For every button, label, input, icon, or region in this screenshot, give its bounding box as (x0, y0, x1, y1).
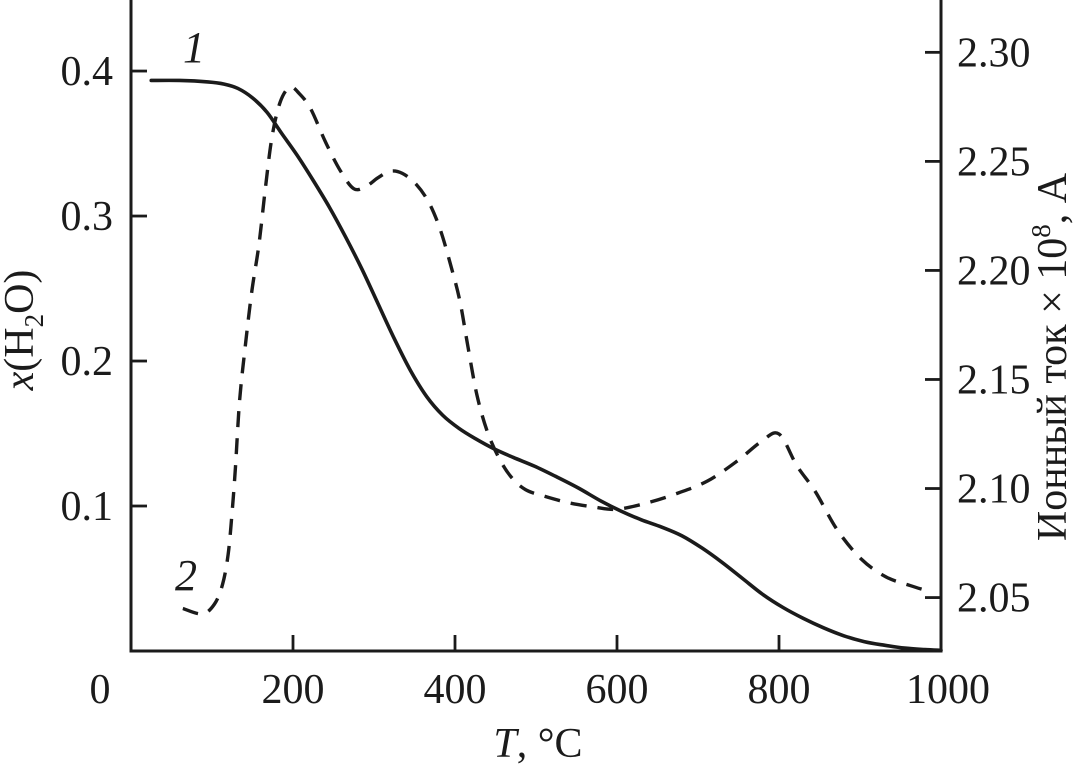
x-axis-tick-label: 200 (262, 667, 325, 713)
x-axis-title-part: , °C (517, 721, 583, 767)
y-left-tick-label: 0.2 (61, 339, 114, 385)
x-axis-tick-label: 800 (748, 667, 811, 713)
curve-2-dashed (182, 85, 932, 616)
x-axis-title: T, °C (493, 721, 582, 767)
y-right-axis-title-part: 8 (1026, 224, 1056, 238)
axes-group (129, 0, 943, 653)
curves-group (149, 78, 943, 653)
x-axis-tick-label: 400 (424, 667, 487, 713)
x-axis-tick-label: 1000 (906, 667, 990, 713)
x-axis-tick-label: 600 (586, 667, 649, 713)
y-left-axis-title-part: O) (0, 270, 43, 314)
y-left-tick-label: 0.1 (61, 484, 114, 530)
y-right-axis-title: Ионный ток × 108, А (1026, 172, 1076, 541)
y-right-tick-label: 2.25 (957, 139, 1031, 185)
curve-label-1: 1 (183, 23, 205, 72)
y-right-tick-label: 2.05 (957, 576, 1031, 622)
curve-annotations-group: 12 (175, 23, 205, 600)
curve-1-solid (149, 78, 943, 653)
y-right-tick-label: 2.20 (957, 248, 1031, 294)
axis-titles-group: T, °Cx(H2O) Ионный ток × 108, А (0, 172, 1076, 767)
y-right-tick-label: 2.30 (957, 30, 1031, 76)
tick-labels-group: 0 200 400 600 800 1000 0.1 0.2 0.3 0.4 2.05 2.10 2.1… (61, 30, 1031, 713)
y-left-tick-label: 0.4 (61, 49, 114, 95)
y-left-axis-title-part: (H (0, 327, 43, 371)
curve-label-2: 2 (175, 551, 197, 600)
y-left-tick-label: 0.3 (61, 194, 114, 240)
y-right-axis-title-part: , А (1030, 172, 1076, 224)
y-left-axis-title-part: 2 (19, 314, 49, 328)
y-left-axis-title-part: x (0, 371, 43, 391)
y-right-tick-label: 2.10 (957, 467, 1031, 513)
y-right-tick-label: 2.15 (957, 357, 1031, 403)
x-axis-tick-label: 0 (90, 667, 111, 713)
y-left-axis-title: x(H2O) (0, 270, 49, 392)
x-axis-title-part: T (493, 721, 519, 767)
y-right-axis-title-part: Ионный ток × 10 (1030, 238, 1076, 541)
